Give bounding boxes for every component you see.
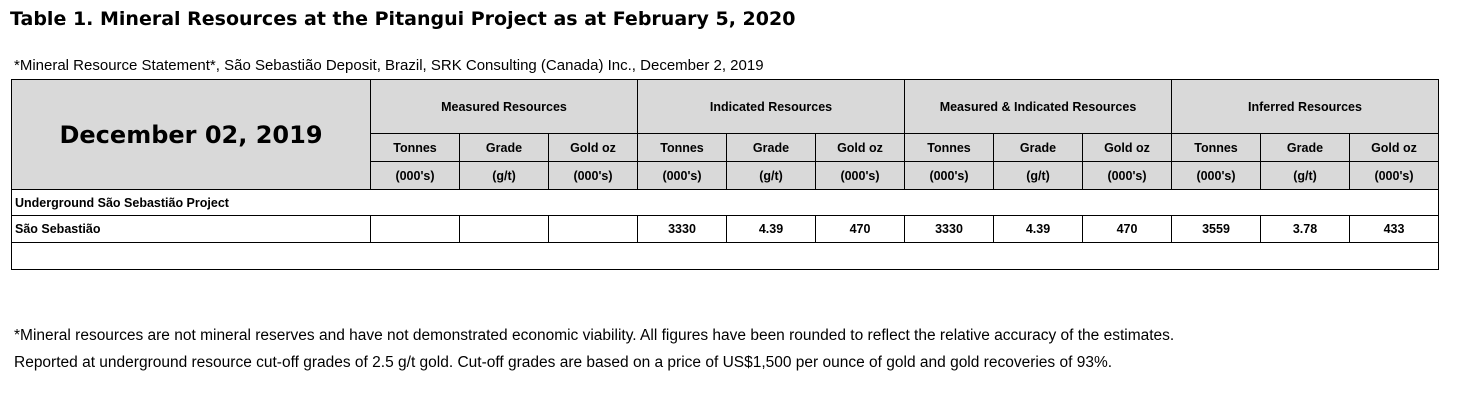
value-cell: 3.78 <box>1260 215 1350 243</box>
value-cell: 4.39 <box>726 215 816 243</box>
unit-header: (000's) <box>370 161 460 190</box>
unit-header: (g/t) <box>1260 161 1350 190</box>
column-header: Tonnes <box>637 133 727 162</box>
group-header: Indicated Resources <box>637 79 905 134</box>
column-header: Gold oz <box>815 133 905 162</box>
value-cell: 3559 <box>1171 215 1261 243</box>
unit-header: (000's) <box>1171 161 1261 190</box>
subtitle: *Mineral Resource Statement*, São Sebast… <box>14 57 764 74</box>
group-header: Measured & Indicated Resources <box>904 79 1172 134</box>
unit-header: (000's) <box>1349 161 1439 190</box>
value-cell: 3330 <box>904 215 994 243</box>
empty-cell <box>370 215 460 243</box>
unit-header: (000's) <box>815 161 905 190</box>
column-header: Tonnes <box>904 133 994 162</box>
column-header: Grade <box>459 133 549 162</box>
date-header: December 02, 2019 <box>11 79 371 190</box>
column-header: Tonnes <box>370 133 460 162</box>
footnote: *Mineral resources are not mineral reser… <box>14 327 1175 344</box>
unit-header: (000's) <box>637 161 727 190</box>
unit-header: (g/t) <box>459 161 549 190</box>
value-cell: 470 <box>1082 215 1172 243</box>
unit-header: (000's) <box>1082 161 1172 190</box>
unit-header: (g/t) <box>726 161 816 190</box>
value-cell: 433 <box>1349 215 1439 243</box>
column-header: Grade <box>1260 133 1350 162</box>
column-header: Gold oz <box>548 133 638 162</box>
empty-cell <box>459 215 549 243</box>
column-header: Grade <box>993 133 1083 162</box>
column-header: Grade <box>726 133 816 162</box>
empty-row <box>11 242 1439 270</box>
unit-header: (000's) <box>904 161 994 190</box>
value-cell: 3330 <box>637 215 727 243</box>
group-header: Inferred Resources <box>1171 79 1439 134</box>
unit-header: (000's) <box>548 161 638 190</box>
empty-cell <box>548 215 638 243</box>
group-header: Measured Resources <box>370 79 638 134</box>
row-label: São Sebastião <box>11 215 371 243</box>
value-cell: 4.39 <box>993 215 1083 243</box>
value-cell: 470 <box>815 215 905 243</box>
section-row: Underground São Sebastião Project <box>11 189 1439 216</box>
column-header: Gold oz <box>1082 133 1172 162</box>
column-header: Tonnes <box>1171 133 1261 162</box>
column-header: Gold oz <box>1349 133 1439 162</box>
title: Table 1. Mineral Resources at the Pitang… <box>10 8 796 30</box>
unit-header: (g/t) <box>993 161 1083 190</box>
footnote: Reported at underground resource cut-off… <box>14 354 1113 371</box>
